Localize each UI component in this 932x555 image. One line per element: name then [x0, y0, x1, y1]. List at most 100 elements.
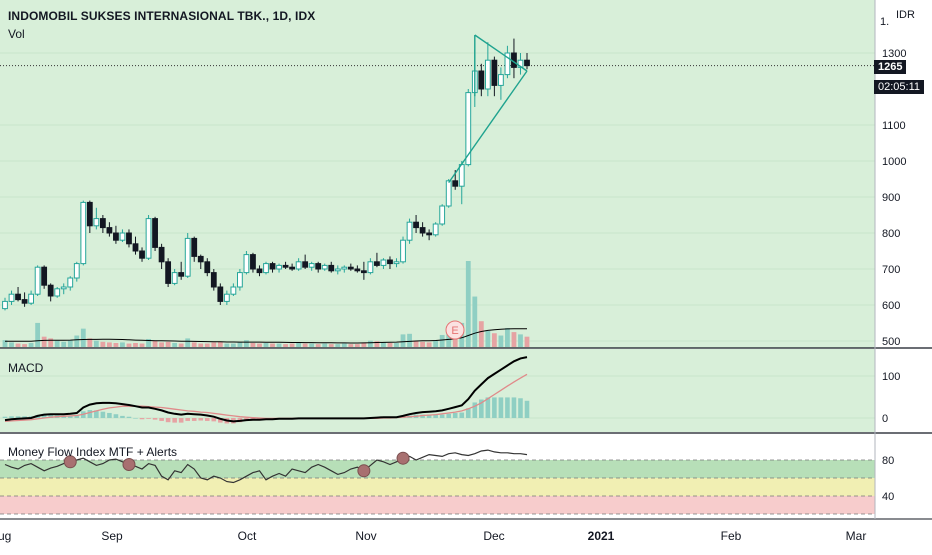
- mfi-yellow-band: [0, 478, 875, 496]
- mfi-green-band: [0, 460, 875, 478]
- time-axis-tick: Sep: [101, 529, 123, 543]
- candle-body: [178, 272, 185, 277]
- macd-histogram-bar: [524, 400, 530, 418]
- macd-histogram-bar: [74, 415, 80, 418]
- volume-bar: [172, 342, 178, 347]
- macd-histogram-bar: [41, 414, 47, 418]
- volume-bar: [217, 341, 223, 347]
- volume-bar: [224, 343, 230, 347]
- volume-bar: [498, 335, 504, 347]
- volume-bar: [211, 342, 217, 347]
- candle-body: [504, 52, 511, 76]
- macd-axis-tick: 0: [882, 413, 888, 425]
- candle-body: [478, 70, 485, 90]
- candle-body: [243, 254, 250, 274]
- volume-bar: [67, 340, 73, 347]
- volume-bar: [452, 336, 458, 347]
- candle-body: [171, 272, 178, 284]
- candle-body: [204, 261, 211, 274]
- time-axis-tick: Nov: [355, 529, 376, 543]
- triangle-lower-line: [448, 70, 528, 184]
- volume-bar: [315, 344, 321, 347]
- volume-bar: [263, 342, 269, 347]
- macd-histogram-bar: [420, 414, 425, 418]
- candle-body: [374, 261, 380, 266]
- macd-histogram-bar: [198, 418, 204, 421]
- macd-histogram-bar: [204, 418, 210, 421]
- price-axis-tick: 1100: [882, 120, 906, 132]
- volume-bar: [270, 343, 275, 347]
- candle-body: [354, 268, 361, 272]
- volume-bar: [400, 334, 406, 347]
- macd-histogram-bar: [113, 414, 119, 418]
- price-axis-tick: 500: [882, 336, 900, 348]
- candle-body: [237, 272, 243, 288]
- volume-bar: [505, 328, 510, 347]
- candle-body: [465, 92, 472, 166]
- candle-body: [282, 264, 289, 268]
- macd-histogram-bar: [505, 397, 510, 418]
- volume-bar: [107, 342, 112, 347]
- candle-body: [54, 288, 61, 297]
- currency-label: IDR: [896, 9, 915, 21]
- macd-histogram-bar: [9, 416, 14, 418]
- candle-body: [413, 221, 419, 229]
- volume-bar: [139, 343, 145, 347]
- volume-bar: [413, 340, 419, 347]
- macd-pane-bg: [0, 349, 875, 432]
- candle-body: [263, 263, 269, 274]
- volume-bar: [250, 342, 256, 347]
- candle-body: [276, 264, 282, 270]
- candle-body: [315, 263, 322, 270]
- candle-body: [67, 277, 74, 288]
- time-axis-tick: Aug: [0, 529, 11, 543]
- volume-bar: [80, 328, 86, 347]
- earnings-marker: E: [445, 320, 465, 340]
- mfi-alert-dot: [122, 458, 136, 471]
- macd-histogram-bar: [485, 397, 491, 418]
- volume-bar: [120, 342, 125, 347]
- macd-histogram-bar: [218, 418, 223, 423]
- candle-body: [269, 263, 276, 270]
- mfi-line: [4, 449, 528, 484]
- candle-body: [302, 261, 309, 268]
- candle-body: [295, 261, 302, 270]
- macd-title: MACD: [8, 361, 44, 375]
- volume-bar: [283, 344, 288, 347]
- candle-body: [458, 164, 465, 187]
- macd-histogram-bar: [511, 397, 517, 418]
- candle-body: [250, 254, 256, 270]
- countdown-badge: 02:05:11: [874, 80, 925, 94]
- candle-body: [230, 286, 237, 295]
- volume-bar: [485, 330, 491, 347]
- volume-bar: [296, 342, 302, 347]
- volume-bar: [491, 333, 497, 347]
- volume-bar: [511, 332, 517, 347]
- candle-body: [347, 266, 354, 270]
- chart-title: INDOMOBIL SUKSES INTERNASIONAL TBK., 1D,…: [8, 9, 316, 23]
- time-axis-tick: Feb: [721, 529, 742, 543]
- macd-histogram-bar: [472, 402, 478, 418]
- price-axis-tick: 600: [882, 300, 900, 312]
- volume-bar: [524, 336, 530, 347]
- volume-bar: [35, 322, 41, 347]
- candle-body: [86, 201, 93, 227]
- macd-histogram-bar: [126, 416, 132, 418]
- candle-body: [99, 218, 106, 229]
- volume-bar: [478, 321, 484, 347]
- candle-body: [60, 286, 67, 290]
- candle-body: [113, 232, 119, 241]
- candle-body: [126, 232, 132, 245]
- mfi-alert-dot: [357, 464, 371, 478]
- macd-histogram-bar: [191, 418, 197, 421]
- mfi-axis-tick: 80: [882, 455, 894, 467]
- macd-histogram-bar: [185, 418, 190, 421]
- price-axis-tick: 1000: [882, 156, 906, 168]
- macd-histogram-bar: [107, 412, 112, 418]
- candle-body: [106, 227, 113, 234]
- candle-body: [2, 300, 8, 310]
- volume-bar: [374, 341, 380, 347]
- volume-bar: [420, 341, 425, 347]
